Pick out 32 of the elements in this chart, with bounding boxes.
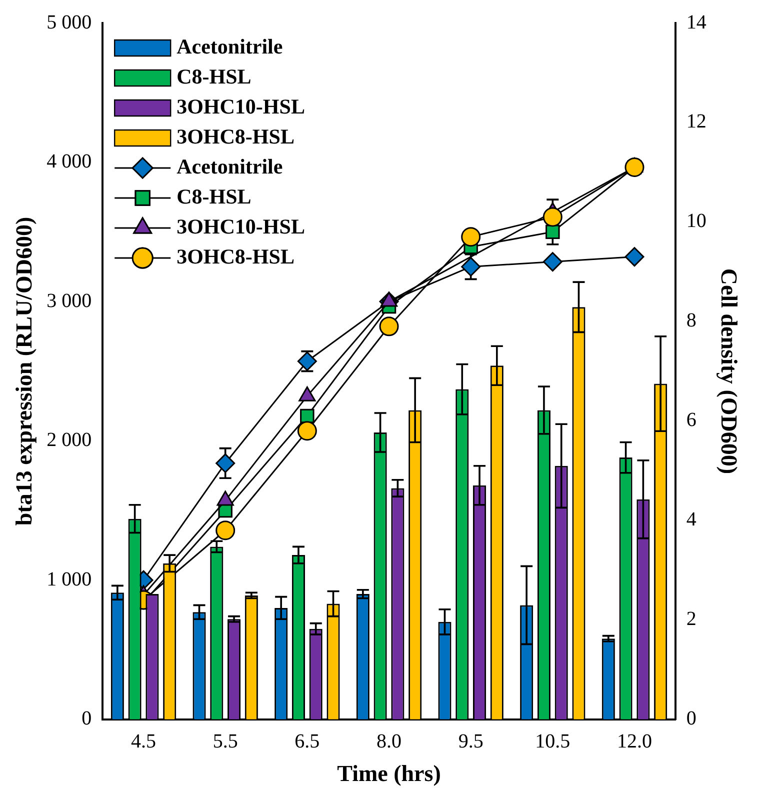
x-tick-label: 9.5 xyxy=(458,730,484,753)
y2-tick-label: 14 xyxy=(686,11,706,34)
legend-label: C8-HSL xyxy=(176,184,252,208)
x-axis-title: Time (hrs) xyxy=(337,761,441,786)
legend-label: Acetonitrile xyxy=(176,34,283,58)
legend-label: C8-HSL xyxy=(176,64,252,88)
legend-label: 3OHC8-HSL xyxy=(176,244,294,268)
y-tick-label: 5 000 xyxy=(46,11,92,34)
y2-tick-label: 10 xyxy=(686,210,706,232)
x-tick-label: 10.5 xyxy=(535,730,570,753)
y2-tick-label: 6 xyxy=(686,409,696,432)
y-tick-label: 1 000 xyxy=(46,568,92,590)
y2-axis-title: Cell density (OD600) xyxy=(716,268,742,474)
y-tick-label: 4 000 xyxy=(46,150,92,173)
y2-tick-label: 4 xyxy=(686,508,696,531)
y-tick-label: 0 xyxy=(82,708,92,730)
y-tick-label: 2 000 xyxy=(46,429,92,452)
y2-tick-label: 12 xyxy=(686,110,706,133)
x-tick-label: 4.5 xyxy=(131,730,156,753)
y2-tick-label: 8 xyxy=(686,310,696,332)
y-tick-label: 3 000 xyxy=(46,290,92,312)
y-axis-title: bta13 expression (RLU/OD600) xyxy=(12,216,37,526)
x-tick-label: 12.0 xyxy=(616,730,652,753)
x-tick-label: 8.0 xyxy=(376,730,402,753)
legend-label: 3OHC10-HSL xyxy=(176,94,305,118)
legend-label: 3OHC8-HSL xyxy=(176,124,294,148)
legend-label: 3OHC10-HSL xyxy=(176,214,305,238)
y2-tick-label: 2 xyxy=(686,608,696,630)
x-tick-label: 5.5 xyxy=(212,730,238,753)
legend-label: Acetonitrile xyxy=(176,154,283,178)
x-tick-label: 6.5 xyxy=(294,730,320,753)
y2-tick-label: 0 xyxy=(686,708,696,730)
